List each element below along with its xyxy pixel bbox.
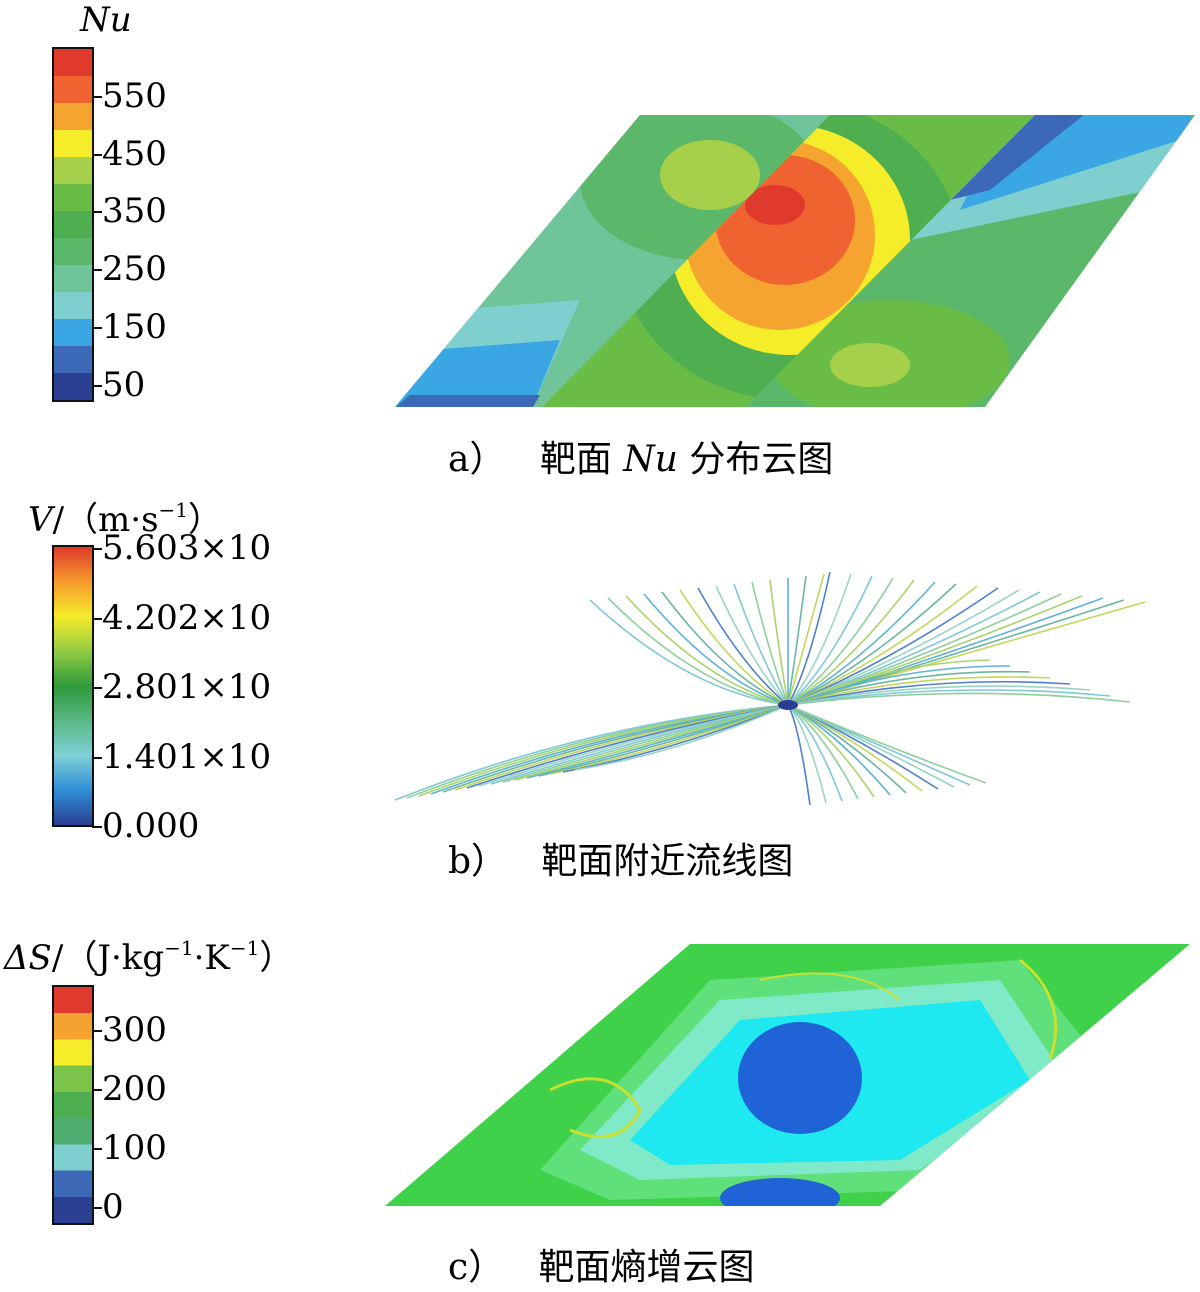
nu-tick-label: 50 (102, 365, 146, 406)
streamline (787, 704, 811, 806)
nu-tick-mark (92, 269, 102, 272)
streamline (769, 579, 789, 706)
streamline (661, 591, 789, 706)
nu-tick-label: 150 (102, 307, 167, 348)
velocity-tick-mark (92, 826, 102, 828)
streamline (697, 587, 789, 706)
nu-colorbar (52, 47, 94, 402)
streamline (787, 680, 1071, 706)
streamline (787, 692, 1131, 706)
streamline (787, 573, 852, 706)
entropy-tick-mark (92, 1207, 102, 1210)
entropy-tick-label: 300 (102, 1009, 167, 1050)
stagnation-point (778, 700, 798, 710)
nu-tick-mark (92, 385, 102, 388)
velocity-tick-label: 1.401×10 (102, 736, 272, 777)
entropy-tick-label: 0 (102, 1187, 124, 1228)
streamline (607, 597, 789, 706)
nu-legend-title: Nu (80, 0, 132, 40)
caption-a: a） 靶面 Nu 分布云图 (448, 439, 834, 480)
velocity-tick-mark (92, 756, 102, 759)
streamline (787, 670, 1031, 706)
entropy-tick-label: 100 (102, 1128, 167, 1168)
streamline (787, 583, 957, 706)
streamline (787, 601, 1146, 706)
nu-tick-label: 450 (102, 133, 167, 174)
nu-tick-label: 350 (102, 191, 167, 232)
caption-b: b） 靶面附近流线图 (448, 841, 794, 882)
velocity-legend-title: V/（m·s−1） (28, 498, 222, 540)
entropy-legend-title: ΔS/（J·kg−1·K−1） (4, 936, 294, 978)
streamline (679, 589, 789, 706)
streamline (787, 585, 978, 706)
streamline (787, 575, 873, 706)
velocity-tick-label: 2.801×10 (102, 667, 272, 708)
streamline (787, 587, 999, 706)
nu-tick-mark (92, 95, 102, 98)
streamline (787, 685, 1091, 706)
entropy-tick-mark (92, 1029, 102, 1032)
velocity-tick-label: 4.202×10 (102, 597, 272, 638)
velocity-tick-mark (92, 687, 102, 690)
streamline (787, 581, 936, 706)
streamline (751, 581, 789, 706)
entropy-tick-mark (92, 1088, 102, 1091)
streamline (514, 704, 789, 781)
streamline (787, 704, 843, 802)
streamline (715, 585, 789, 706)
streamline (787, 676, 1051, 706)
streamline (787, 579, 915, 706)
streamline (550, 704, 789, 775)
streamline (787, 689, 1111, 706)
streamline (562, 704, 789, 773)
streamline (733, 583, 789, 706)
streamline (787, 665, 1011, 706)
velocity-colorbar (52, 545, 94, 827)
velocity-tick-label: 5.603×10 (102, 528, 272, 569)
streamline (787, 573, 825, 706)
streamline (787, 659, 991, 706)
caption-c: c） 靶面熵增云图 (448, 1247, 755, 1288)
entropy-contour-plot (385, 944, 1190, 1206)
streamline (625, 595, 789, 706)
streamline (502, 704, 789, 783)
streamline (574, 704, 789, 771)
nu-tick-mark (92, 211, 102, 214)
streamline (787, 575, 807, 706)
nu-contour-plot (395, 115, 1195, 407)
nu-tick-label: 250 (102, 249, 167, 290)
streamline (538, 704, 789, 777)
entropy-colorbar (52, 985, 94, 1225)
velocity-tick-mark (92, 617, 102, 620)
streamline (787, 577, 894, 706)
nu-tick-mark (92, 153, 102, 156)
entropy-tick-label: 200 (102, 1068, 167, 1109)
streamline (526, 704, 789, 779)
streamline (787, 704, 987, 784)
streamline-plot (394, 571, 1146, 806)
nu-tick-label: 550 (102, 75, 167, 116)
entropy-tick-mark (92, 1148, 102, 1150)
streamline (589, 599, 789, 706)
velocity-tick-mark (92, 548, 102, 551)
nu-tick-mark (92, 327, 102, 330)
streamline (787, 704, 827, 804)
streamline (787, 571, 831, 706)
streamline (643, 593, 789, 706)
velocity-tick-label: 0.000 (102, 806, 200, 846)
